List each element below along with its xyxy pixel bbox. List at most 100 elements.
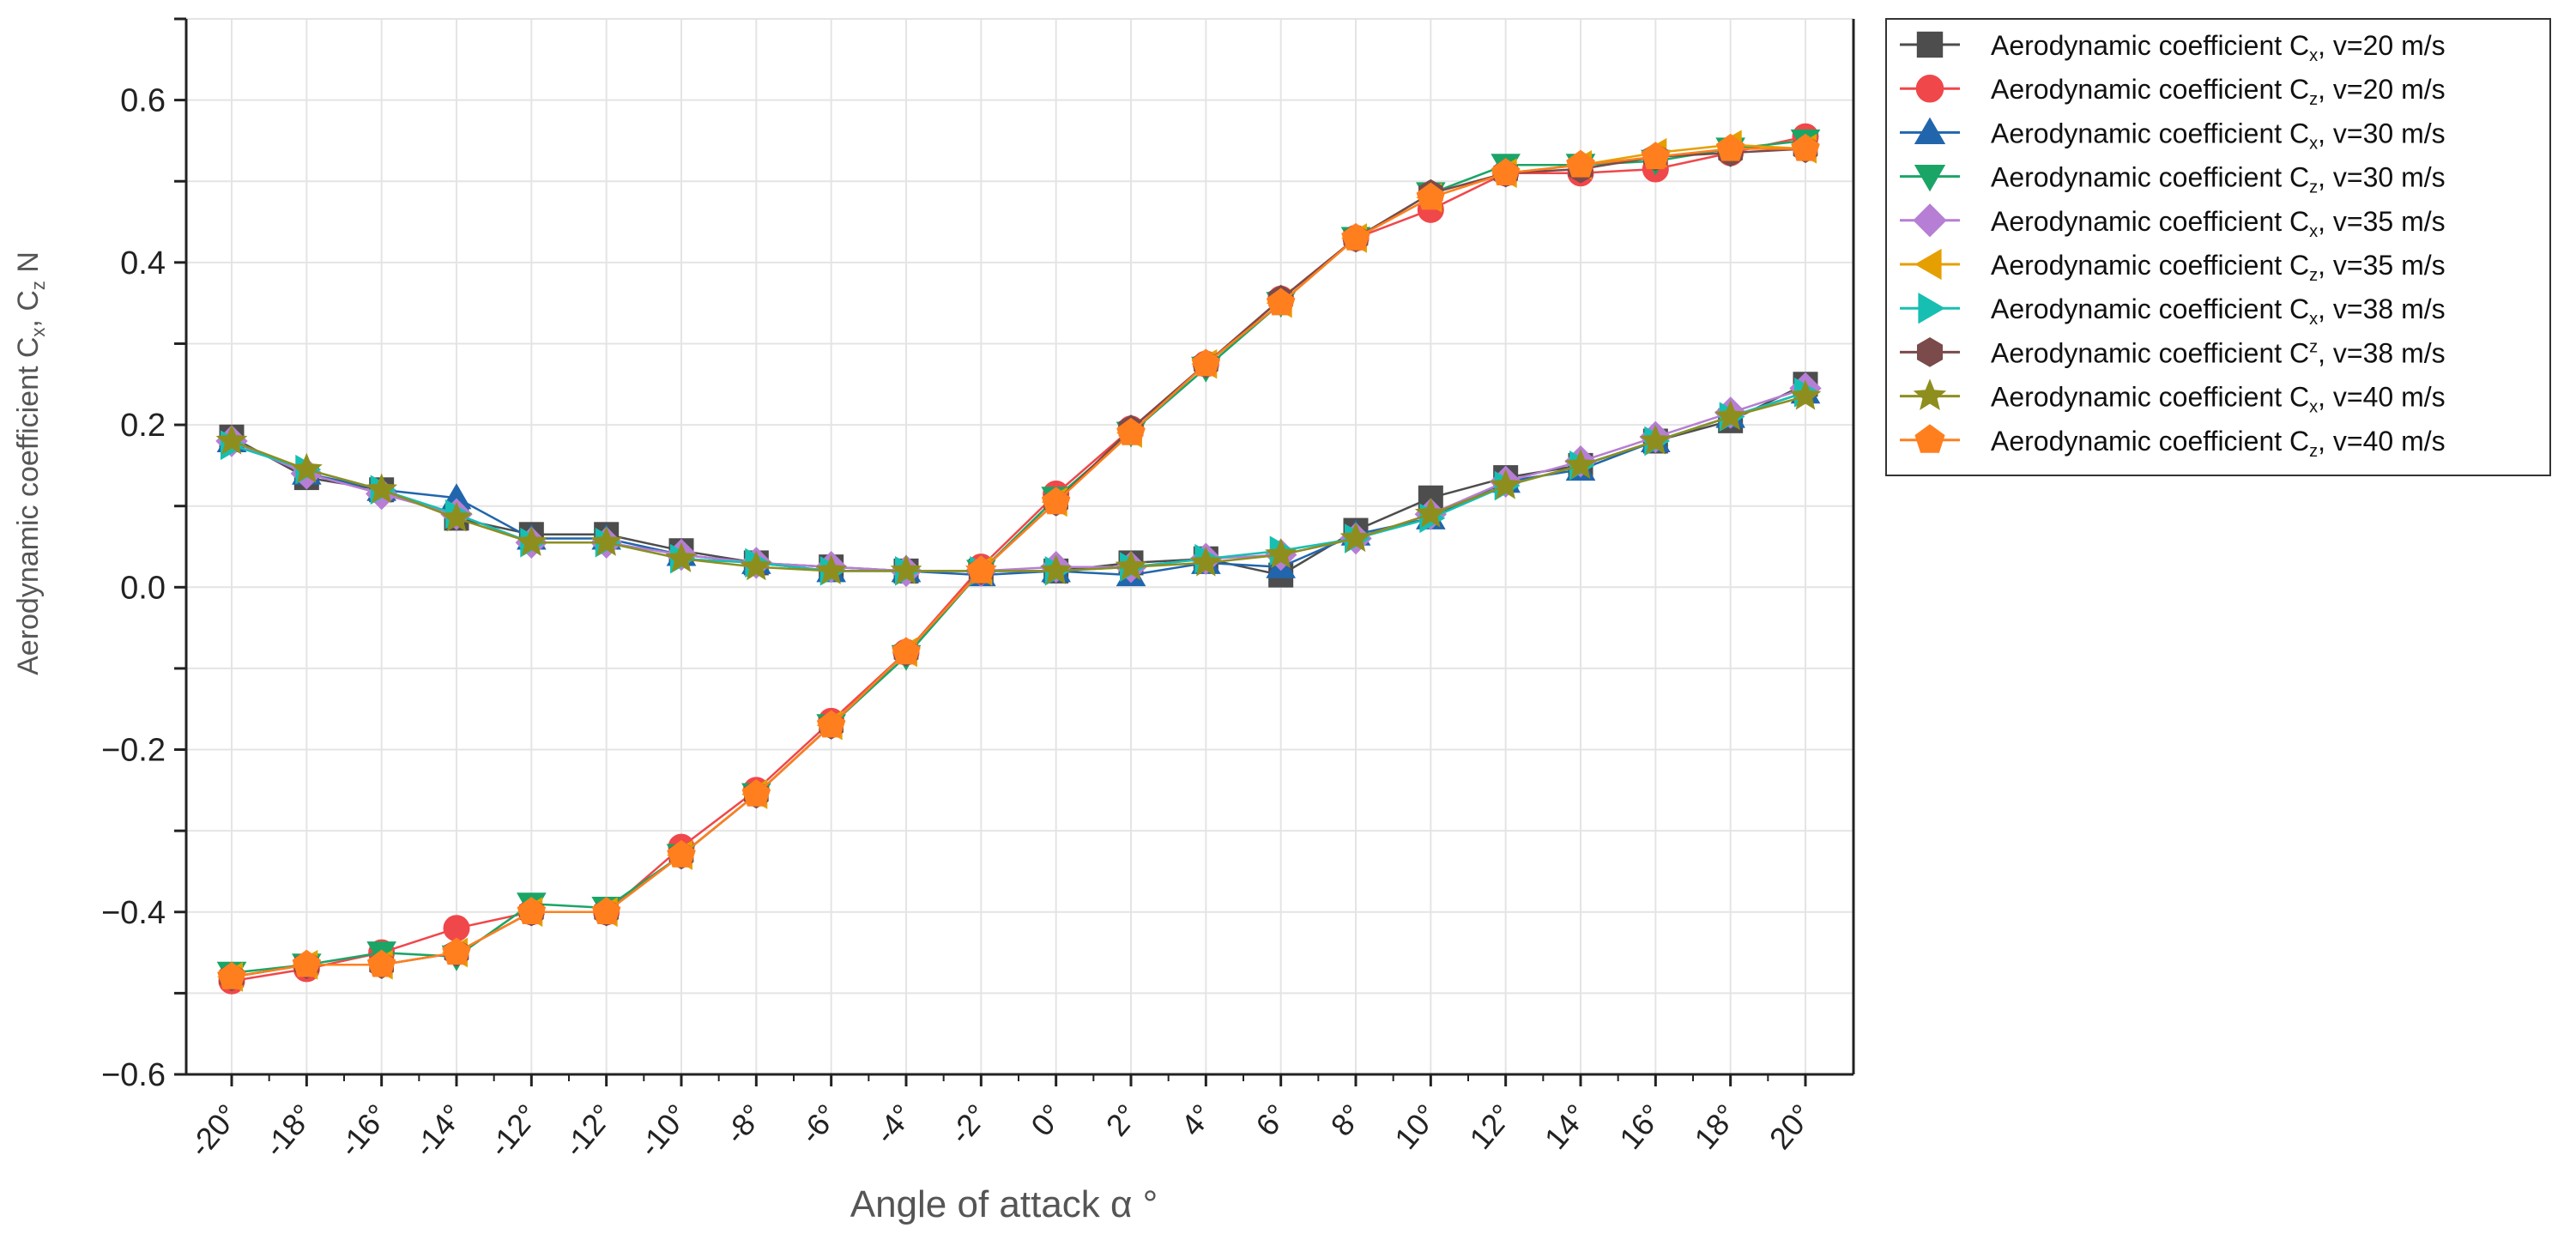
x-axis-title: Angle of attack α ° [850,1183,1158,1225]
x-tick-label: -12° [557,1098,620,1164]
data-point [665,541,698,572]
chart-series-layer [215,123,1822,995]
data-point [217,961,246,989]
data-point [1116,417,1146,445]
series-line [231,391,1806,572]
series-group-9 [217,133,1820,989]
data-point [1265,538,1297,569]
legend-marker [1918,293,1945,324]
x-tick-label: 8° [1324,1098,1370,1143]
x-tick-label: 18° [1687,1098,1744,1156]
y-axis-title-part: Aerodynamic coefficient C [12,337,45,675]
series-line [231,391,1806,577]
legend-label: Aerodynamic coefficient Cz, v=38 m/s [1991,337,2446,368]
data-point [667,839,696,868]
legend-label: Aerodynamic coefficient Cz, v=40 m/s [1991,426,2446,461]
data-point [290,452,323,483]
data-point [815,554,848,584]
x-tick-label: 16° [1612,1098,1669,1156]
series-line [231,143,1806,978]
series-group-5 [216,130,1817,992]
x-tick-label: -6° [793,1098,845,1151]
series-line [231,395,1806,572]
data-point [740,550,772,581]
data-point [1490,469,1522,499]
legend-marker [1914,424,1945,453]
x-tick-label: 6° [1249,1098,1295,1143]
data-point [215,424,248,455]
data-point [1416,182,1446,210]
x-tick-label: 12° [1462,1098,1519,1156]
x-tick-label: -12° [481,1098,545,1164]
chart-axes [184,19,1855,1076]
x-tick-label: 2° [1099,1098,1146,1143]
chart-grid [186,18,1853,1075]
legend-marker [1916,31,1944,58]
data-point [892,637,921,665]
x-tick-label: 4° [1174,1098,1220,1143]
data-point [366,473,398,504]
x-tick-label: -16° [332,1098,396,1164]
series-line [231,148,1805,978]
legend-label: Aerodynamic coefficient Cx, v=40 m/s [1991,382,2446,417]
data-point [816,710,846,738]
y-axis-title-part: N [12,251,45,281]
data-point [1641,142,1671,170]
data-point [1266,287,1296,316]
legend-label: Aerodynamic coefficient Cz, v=20 m/s [1991,74,2446,109]
legend-label: Aerodynamic coefficient Cx, v=35 m/s [1991,206,2446,241]
data-point [590,525,623,556]
data-point [1040,554,1073,584]
data-point [1564,449,1597,479]
data-point [442,937,471,965]
series-group-7 [219,134,1818,992]
y-axis-title-part: , C [12,290,45,327]
data-point [741,778,771,807]
legend-label: Aerodynamic coefficient Cz, v=35 m/s [1991,250,2446,285]
series-line [231,148,1806,978]
data-point [1041,487,1071,515]
data-point [1639,424,1672,455]
data-point [966,555,996,584]
data-point [1791,133,1820,161]
y-tick-label: −0.6 [101,1057,166,1093]
data-point [440,501,473,532]
y-tick-label: 0.2 [120,408,166,444]
data-point [1115,550,1147,581]
legend-marker [1913,203,1947,238]
x-tick-label: 0° [1024,1098,1070,1143]
series-group-2 [216,378,1821,587]
y-tick-label: −0.4 [101,895,166,931]
data-point [1191,348,1221,377]
x-tick-label: -20° [182,1098,245,1164]
data-point [591,897,621,924]
y-axis-title-part: x [27,328,49,337]
data-point [1566,149,1595,178]
data-point [1341,222,1370,251]
series-group-3 [216,129,1821,988]
legend-marker [1915,74,1944,103]
data-point [292,949,322,977]
data-point [1414,497,1447,528]
x-tick-label: -8° [717,1098,770,1151]
legend-marker [1914,248,1942,281]
data-point [515,525,547,556]
data-point [1339,522,1372,553]
legend-marker [1914,117,1946,144]
series-group-6 [221,377,1821,586]
legend-label: Aerodynamic coefficient Cx, v=30 m/s [1991,118,2446,153]
y-axis-title-part: z [27,281,49,290]
y-tick-label: −0.2 [101,733,166,769]
data-point [443,915,470,942]
legend-label: Aerodynamic coefficient Cz, v=30 m/s [1991,162,2446,197]
legend-marker [1917,337,1943,367]
x-tick-label: 14° [1538,1098,1594,1156]
data-point [1189,546,1222,577]
y-tick-label: 0.4 [120,245,166,281]
data-point [890,554,922,584]
legend-label: Aerodynamic coefficient Cx, v=20 m/s [1991,30,2446,65]
data-point [517,897,547,924]
x-tick-label: -2° [942,1098,995,1151]
y-tick-label: 0.6 [120,83,166,119]
